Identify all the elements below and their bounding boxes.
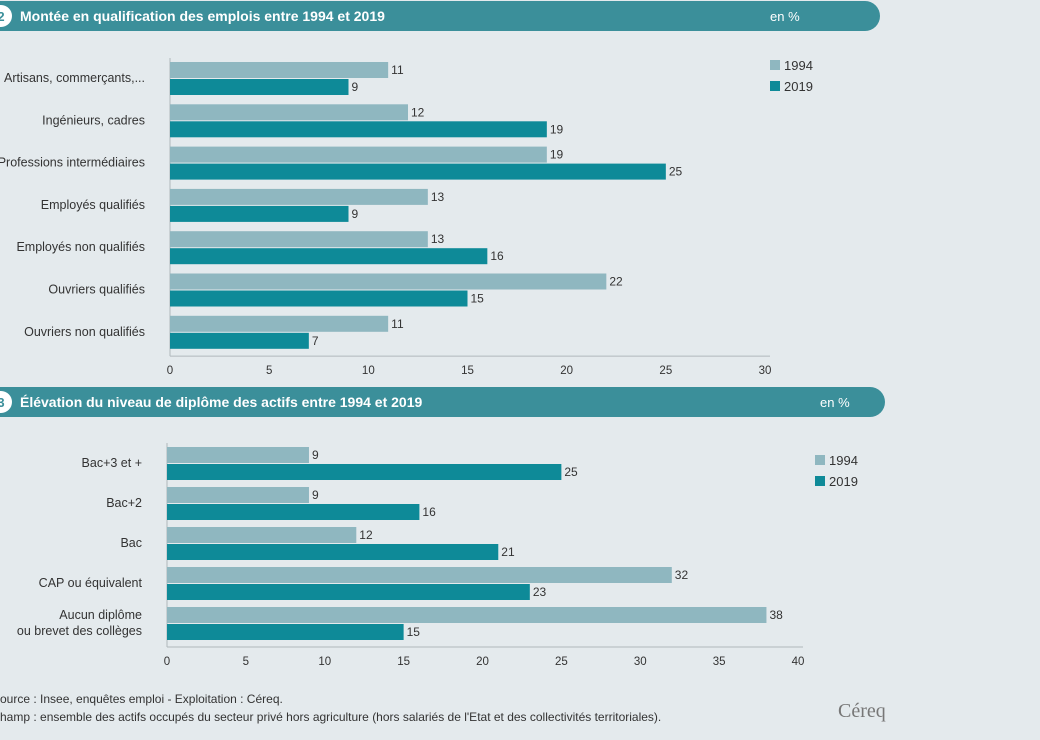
chart3-banner: 3 Élévation du niveau de diplôme des act… xyxy=(0,387,885,417)
value-label: 19 xyxy=(550,148,564,162)
bar-1994 xyxy=(170,273,607,290)
legend-label-1994: 1994 xyxy=(829,453,858,468)
x-tick-label: 20 xyxy=(560,365,573,377)
source-note: ource : Insee, enquêtes emploi - Exploit… xyxy=(0,692,283,706)
legend-label-1994: 1994 xyxy=(784,58,813,73)
chart2-number: 2 xyxy=(0,5,12,27)
bar-2019 xyxy=(170,332,309,349)
category-label: ou brevet des collèges xyxy=(17,624,142,638)
value-label: 25 xyxy=(564,465,578,479)
category-label: Ouvriers qualifiés xyxy=(48,283,145,297)
legend-swatch-1994 xyxy=(770,60,780,70)
value-label: 16 xyxy=(422,505,436,519)
bar-1994 xyxy=(167,527,357,543)
category-label: Ouvriers non qualifiés xyxy=(24,325,145,339)
chart2-title: Montée en qualification des emplois entr… xyxy=(20,8,385,24)
category-label: Artisans, commerçants,... xyxy=(4,71,145,85)
value-label: 11 xyxy=(391,317,404,331)
chart3-number: 3 xyxy=(0,391,12,413)
value-label: 25 xyxy=(669,165,683,179)
chart2-banner: 2 Montée en qualification des emplois en… xyxy=(0,1,880,31)
value-label: 16 xyxy=(490,249,504,263)
value-label: 21 xyxy=(501,545,515,559)
bar-2019 xyxy=(167,504,420,520)
bar-2019 xyxy=(170,290,468,307)
value-label: 22 xyxy=(609,275,623,289)
bar-2019 xyxy=(170,121,547,138)
bar-2019 xyxy=(170,79,349,95)
value-label: 13 xyxy=(431,190,445,204)
bar-1994 xyxy=(170,315,389,332)
x-tick-label: 25 xyxy=(659,365,672,377)
scope-note: hamp : ensemble des actifs occupés du se… xyxy=(0,710,662,724)
value-label: 9 xyxy=(352,80,359,94)
bar-2019 xyxy=(167,624,404,640)
value-label: 9 xyxy=(312,448,319,462)
category-label: Aucun diplôme xyxy=(59,608,142,622)
x-tick-label: 20 xyxy=(476,656,489,668)
x-tick-label: 5 xyxy=(266,365,272,377)
bar-1994 xyxy=(167,487,309,503)
category-label: Bac xyxy=(120,536,142,550)
value-label: 15 xyxy=(471,292,485,306)
x-tick-label: 25 xyxy=(555,656,568,668)
x-tick-label: 0 xyxy=(164,656,170,668)
x-tick-label: 40 xyxy=(792,656,805,668)
chart3-unit: en % xyxy=(820,394,850,410)
legend-swatch-1994 xyxy=(815,455,825,465)
chart2-plot: Artisans, commerçants,... 11 9 Ingénieurs, … xyxy=(0,58,813,377)
value-label: 12 xyxy=(359,528,373,542)
x-tick-label: 15 xyxy=(397,656,410,668)
bar-2019 xyxy=(167,464,562,480)
bar-2019 xyxy=(170,163,666,180)
bar-1994 xyxy=(167,607,767,623)
x-tick-label: 30 xyxy=(634,656,647,668)
value-label: 13 xyxy=(431,232,445,246)
value-label: 9 xyxy=(352,207,359,221)
x-tick-label: 35 xyxy=(713,656,726,668)
chart3-title: Élévation du niveau de diplôme des actif… xyxy=(20,394,423,410)
legend-label-2019: 2019 xyxy=(829,474,858,489)
bar-2019 xyxy=(167,544,499,560)
bar-2019 xyxy=(167,584,530,600)
bar-1994 xyxy=(170,62,389,78)
x-tick-label: 15 xyxy=(461,365,474,377)
value-label: 23 xyxy=(533,585,547,599)
category-label: Employés non qualifiés xyxy=(16,240,145,254)
value-label: 9 xyxy=(312,488,319,502)
value-label: 38 xyxy=(769,608,783,622)
x-tick-label: 30 xyxy=(759,365,772,377)
value-label: 19 xyxy=(550,122,564,136)
bar-1994 xyxy=(170,188,428,205)
category-label: Ingénieurs, cadres xyxy=(42,113,145,127)
value-label: 15 xyxy=(407,625,421,639)
bar-1994 xyxy=(170,104,408,121)
value-label: 12 xyxy=(411,105,425,119)
bar-2019 xyxy=(170,205,349,222)
x-tick-label: 10 xyxy=(362,365,375,377)
bar-1994 xyxy=(170,231,428,248)
category-label: Professions intermédiaires xyxy=(0,156,145,170)
cereq-logo: Céreq xyxy=(838,700,886,722)
legend-swatch-2019 xyxy=(815,476,825,486)
legend-swatch-2019 xyxy=(770,81,780,91)
x-tick-label: 10 xyxy=(318,656,331,668)
chart2-unit: en % xyxy=(770,8,800,24)
bar-1994 xyxy=(167,567,672,583)
category-label: Employés qualifiés xyxy=(41,198,145,212)
value-label: 7 xyxy=(312,334,319,348)
category-label: Bac+2 xyxy=(106,496,142,510)
bar-2019 xyxy=(170,248,488,265)
category-label: CAP ou équivalent xyxy=(39,576,143,590)
legend-label-2019: 2019 xyxy=(784,79,813,94)
value-label: 32 xyxy=(675,568,689,582)
value-label: 11 xyxy=(391,63,404,77)
x-tick-label: 5 xyxy=(243,656,249,668)
bar-1994 xyxy=(170,146,547,163)
category-label: Bac+3 et + xyxy=(82,456,142,470)
chart3-plot: Bac+3 et + 9 25 Bac+2 9 16 Bac 12 21 CAP ou équiv… xyxy=(17,443,858,668)
x-tick-label: 0 xyxy=(167,365,173,377)
bar-1994 xyxy=(167,447,309,463)
